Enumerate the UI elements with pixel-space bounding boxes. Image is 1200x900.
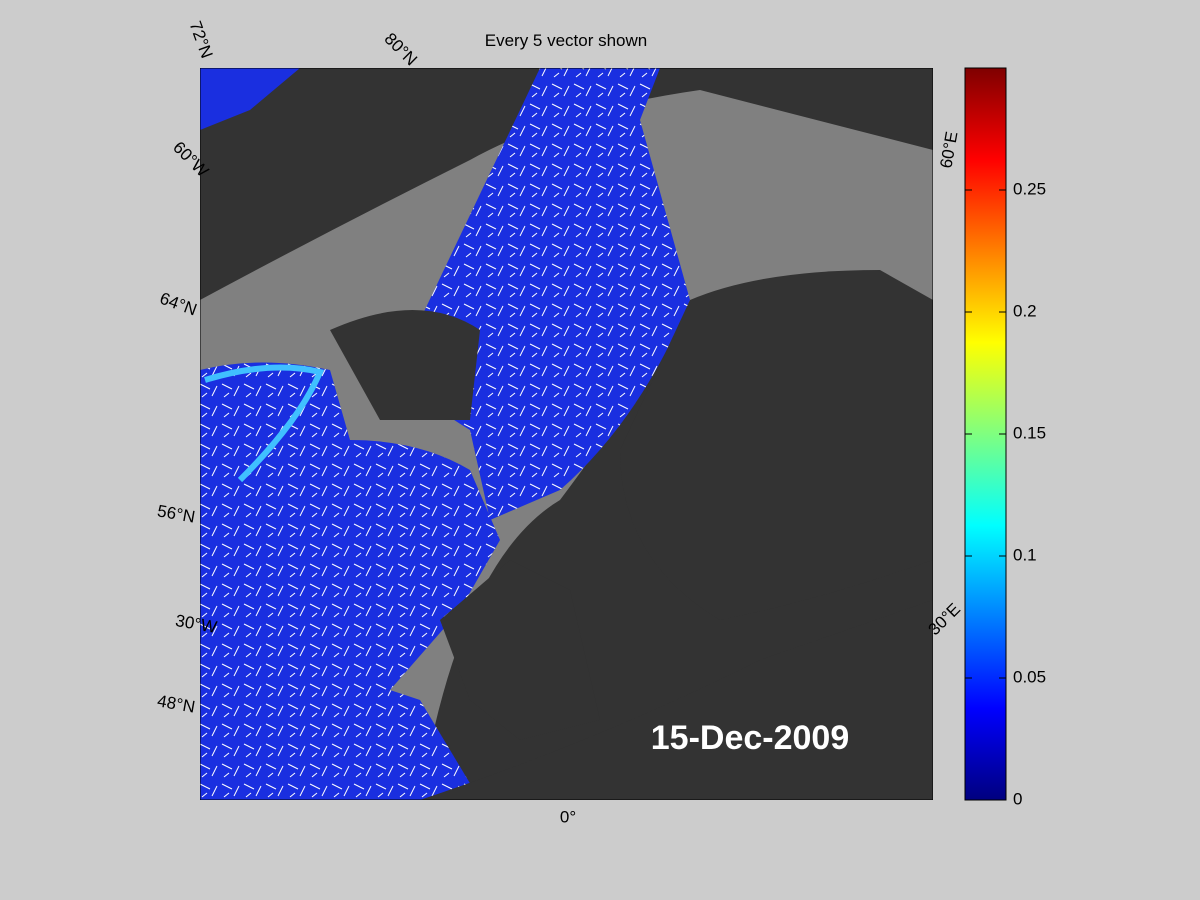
graticule-label: 48°N [156,691,197,716]
graticule-label: 56°N [156,501,197,526]
colorbar-tick-label: 0.25 [1013,179,1046,198]
graticule-label: 80°N [381,29,421,69]
graticule-label: 72°N [186,19,217,61]
date-label: 15-Dec-2009 [651,719,849,757]
graticule-label: 0° [560,807,576,826]
land [620,270,933,620]
graticule-label: 60°E [936,130,961,170]
colorbar-tick-label: 0.05 [1013,667,1046,686]
baffin [200,68,300,130]
title: Every 5 vector shown [485,31,648,50]
map [200,68,933,800]
colorbar-ticks: 0 0.05 0.1 0.15 0.2 0.25 [965,179,1046,808]
land [330,310,480,420]
land [440,560,600,740]
colorbar-tick-label: 0.1 [1013,545,1037,564]
colorbar-tick-label: 0.2 [1013,301,1037,320]
land [420,600,933,800]
colorbar-tick-label: 0 [1013,789,1022,808]
colorbar-tick-label: 0.15 [1013,423,1046,442]
vectors [200,362,500,800]
current [204,364,325,483]
graticule-label: 64°N [157,289,199,320]
